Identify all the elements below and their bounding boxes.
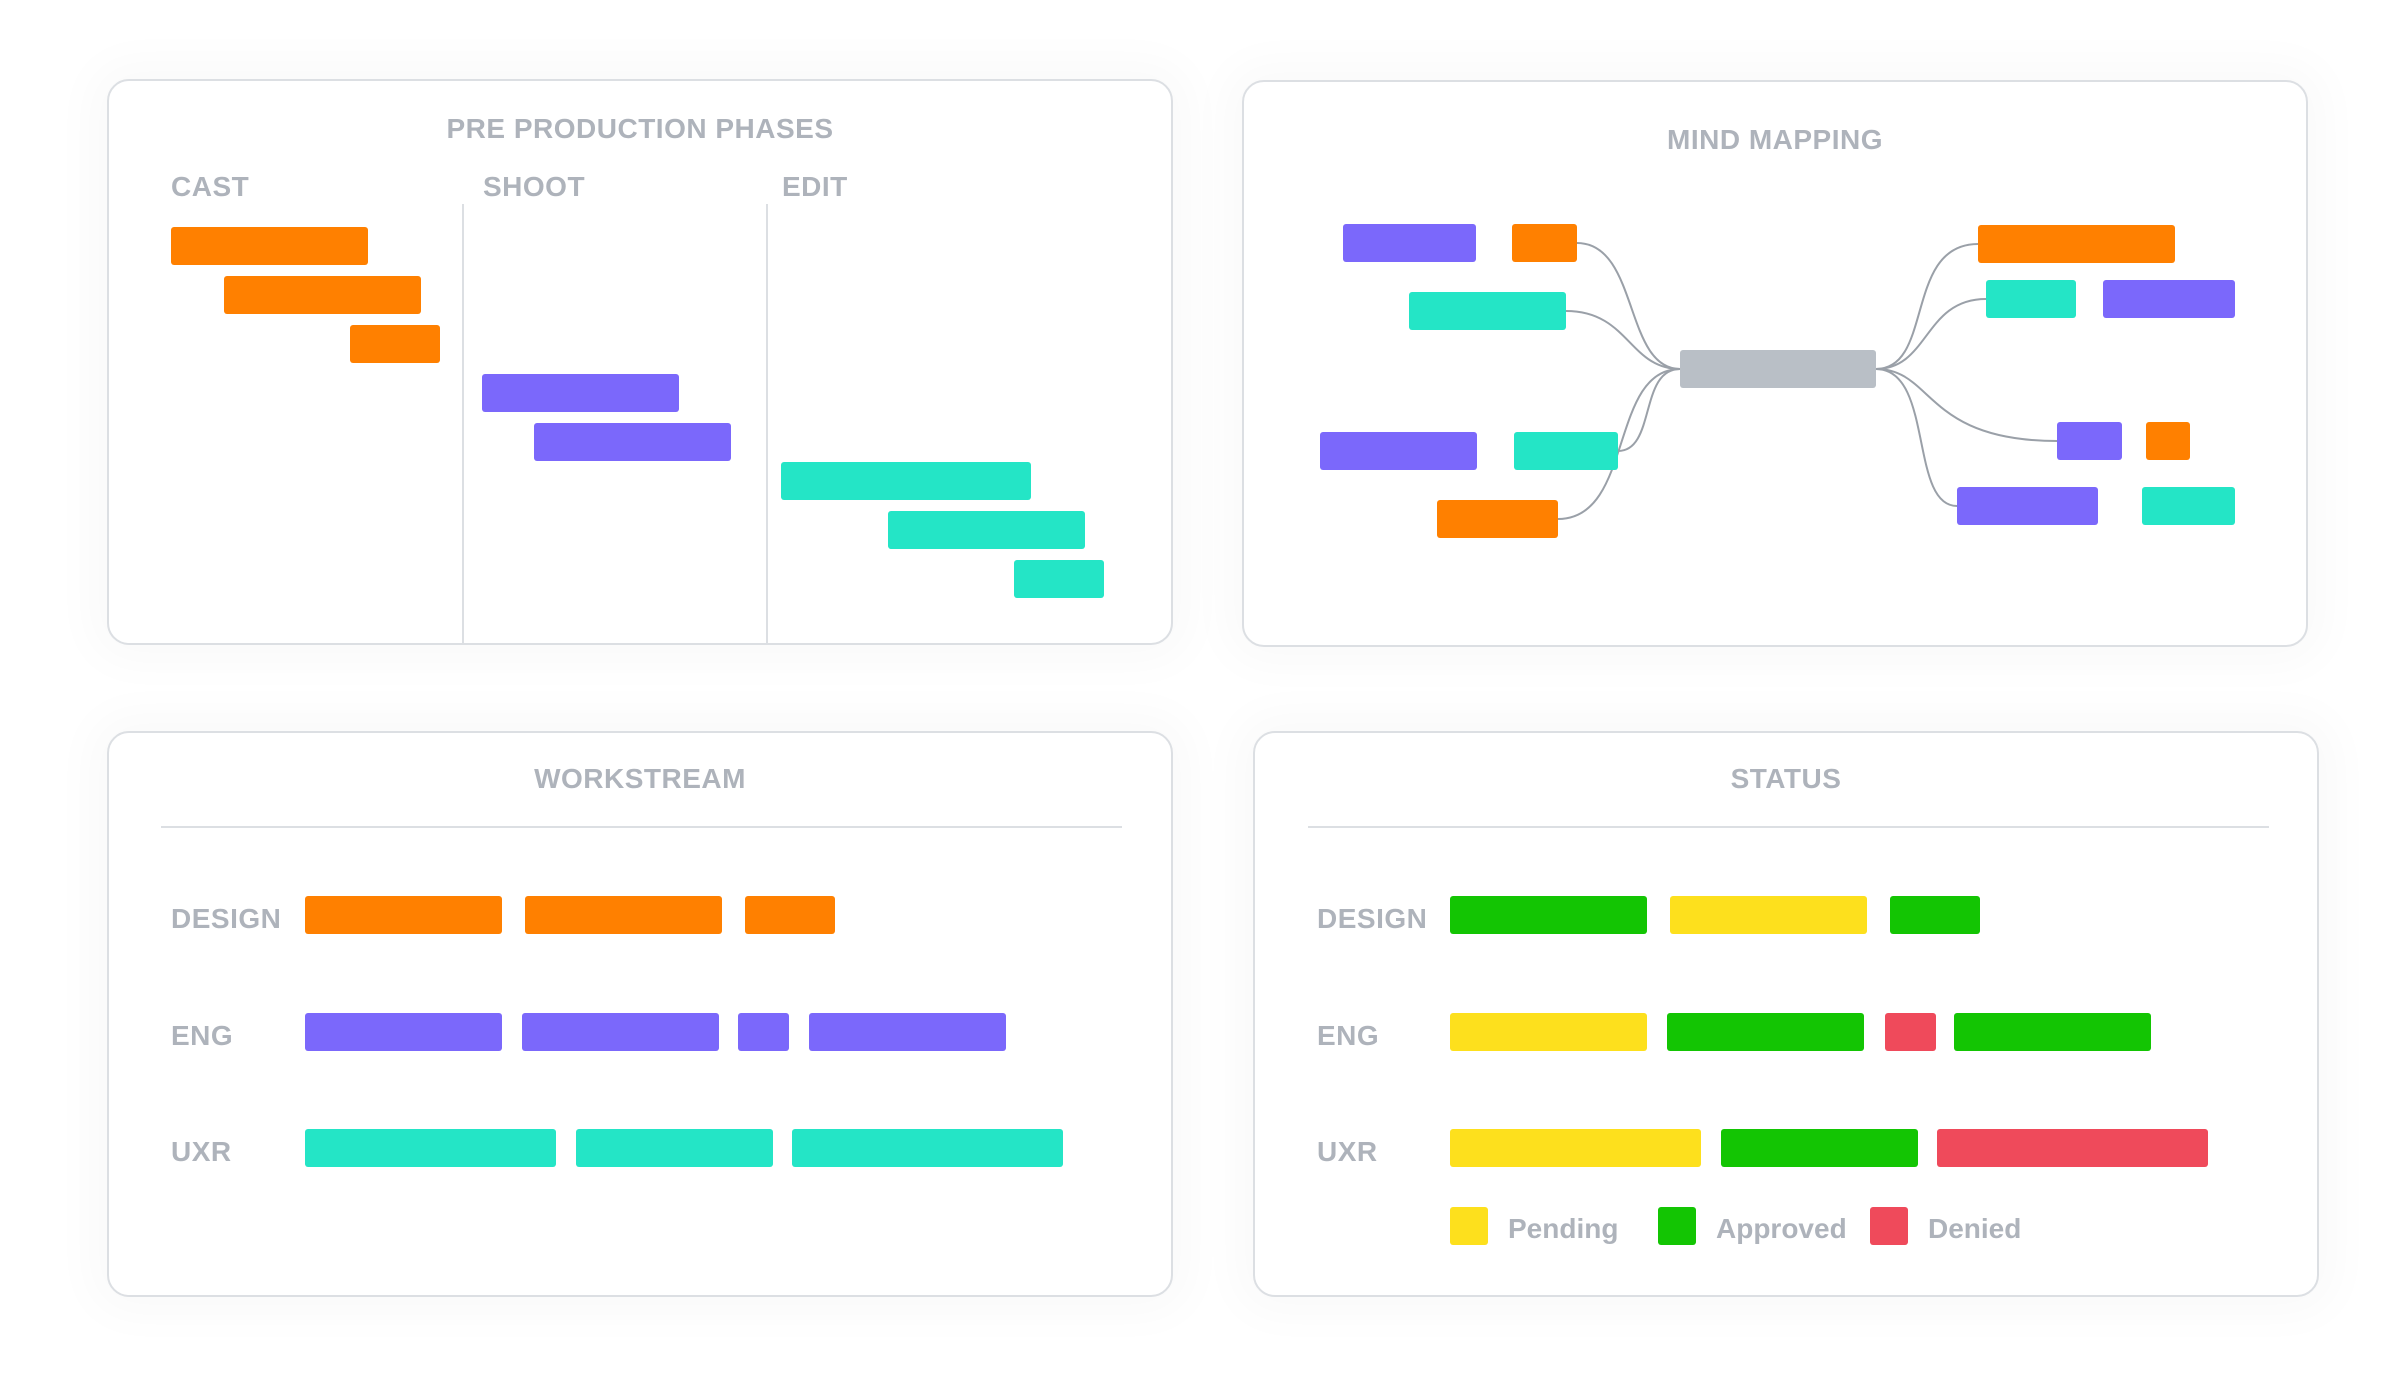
mind-map-connectors	[1557, 242, 2058, 520]
design-status-bar-approved[interactable]	[1890, 896, 1980, 934]
eng-task-bar[interactable]	[738, 1013, 789, 1051]
legend-swatch-pending	[1450, 1207, 1488, 1245]
row-label-design: DESIGN	[171, 903, 282, 934]
workstream-title: WORKSTREAM	[534, 763, 746, 794]
central-topic-node[interactable]	[1680, 350, 1876, 388]
cast-bar[interactable]	[224, 276, 421, 314]
row-label-eng: ENG	[171, 1020, 234, 1051]
eng-status-bar-approved[interactable]	[1667, 1013, 1864, 1051]
connector-line	[1576, 242, 1681, 370]
connector-line	[1875, 368, 1958, 507]
mind-node[interactable]	[1343, 224, 1476, 262]
row-label-design: DESIGN	[1317, 903, 1428, 934]
column-label-shoot: SHOOT	[483, 171, 586, 202]
status-panel: STATUS DESIGN ENG UXR Pending Approved D…	[1253, 731, 2319, 1297]
connector-line	[1617, 368, 1681, 452]
row-label-uxr: UXR	[171, 1136, 232, 1167]
mind-node[interactable]	[1957, 487, 2098, 525]
uxr-task-bar[interactable]	[792, 1129, 1063, 1167]
design-status-bar-pending[interactable]	[1670, 896, 1867, 934]
connector-line	[1875, 368, 2058, 442]
column-label-cast: CAST	[171, 171, 250, 202]
mind-node[interactable]	[2057, 422, 2122, 460]
column-divider	[766, 204, 768, 645]
cast-bar[interactable]	[171, 227, 368, 265]
edit-bar[interactable]	[888, 511, 1085, 549]
mind-node[interactable]	[2103, 280, 2235, 318]
legend-label-denied: Denied	[1928, 1213, 2022, 1244]
connector-line	[1557, 368, 1681, 520]
mind-node[interactable]	[1437, 500, 1558, 538]
legend-swatch-approved	[1658, 1207, 1696, 1245]
design-task-bar[interactable]	[525, 896, 722, 934]
mind-node[interactable]	[1978, 225, 2175, 263]
legend-label-pending: Pending	[1508, 1213, 1619, 1244]
row-label-eng: ENG	[1317, 1020, 1380, 1051]
pre-production-phases-panel: PRE PRODUCTION PHASES CAST SHOOT EDIT	[107, 79, 1173, 645]
uxr-status-bar-denied[interactable]	[1937, 1129, 2208, 1167]
connector-line	[1875, 243, 1979, 370]
status-title: STATUS	[1730, 763, 1842, 794]
row-label-uxr: UXR	[1317, 1136, 1378, 1167]
eng-status-bar-pending[interactable]	[1450, 1013, 1647, 1051]
eng-task-bar[interactable]	[522, 1013, 719, 1051]
mind-node[interactable]	[1409, 292, 1566, 330]
uxr-task-bar[interactable]	[305, 1129, 556, 1167]
eng-task-bar[interactable]	[809, 1013, 1006, 1051]
column-label-edit: EDIT	[782, 171, 848, 202]
mind-node[interactable]	[1512, 224, 1577, 262]
column-divider	[462, 204, 464, 645]
mind-node[interactable]	[1320, 432, 1477, 470]
connector-line	[1565, 310, 1681, 370]
mind-node[interactable]	[2142, 487, 2235, 525]
mind-mapping-panel: MIND MAPPING	[1242, 80, 2308, 647]
title-divider	[161, 826, 1122, 828]
mind-mapping-title: MIND MAPPING	[1667, 124, 1883, 155]
mind-node[interactable]	[1514, 432, 1618, 470]
uxr-status-bar-pending[interactable]	[1450, 1129, 1701, 1167]
pre-production-phases-title: PRE PRODUCTION PHASES	[446, 113, 834, 144]
design-task-bar[interactable]	[305, 896, 502, 934]
title-divider	[1308, 826, 2269, 828]
legend-label-approved: Approved	[1716, 1213, 1847, 1244]
uxr-task-bar[interactable]	[576, 1129, 773, 1167]
eng-status-bar-approved[interactable]	[1954, 1013, 2151, 1051]
eng-status-bar-denied[interactable]	[1885, 1013, 1936, 1051]
design-task-bar[interactable]	[745, 896, 835, 934]
workstream-panel: WORKSTREAM DESIGN ENG UXR	[107, 731, 1173, 1297]
design-status-bar-approved[interactable]	[1450, 896, 1647, 934]
shoot-bar[interactable]	[534, 423, 731, 461]
legend-swatch-denied	[1870, 1207, 1908, 1245]
cast-bar[interactable]	[350, 325, 440, 363]
edit-bar[interactable]	[781, 462, 1031, 500]
mind-node[interactable]	[2146, 422, 2190, 460]
edit-bar[interactable]	[1014, 560, 1104, 598]
shoot-bar[interactable]	[482, 374, 679, 412]
uxr-status-bar-approved[interactable]	[1721, 1129, 1918, 1167]
mind-node[interactable]	[1986, 280, 2076, 318]
connector-line	[1875, 298, 1987, 370]
eng-task-bar[interactable]	[305, 1013, 502, 1051]
